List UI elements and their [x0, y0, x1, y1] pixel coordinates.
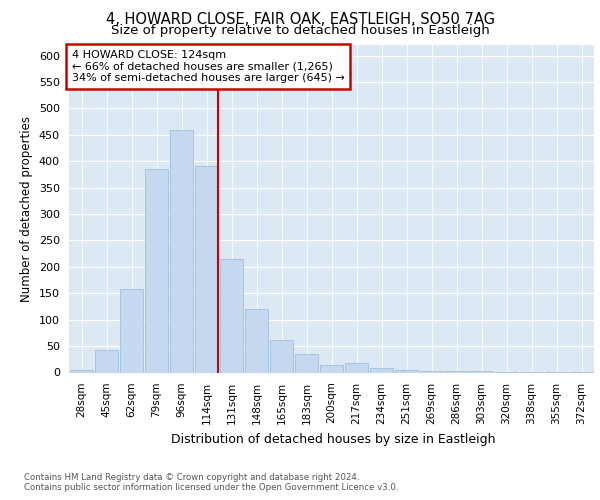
Text: Distribution of detached houses by size in Eastleigh: Distribution of detached houses by size …	[171, 432, 495, 446]
Bar	[70, 370, 93, 372]
Text: 4, HOWARD CLOSE, FAIR OAK, EASTLEIGH, SO50 7AG: 4, HOWARD CLOSE, FAIR OAK, EASTLEIGH, SO…	[106, 12, 494, 28]
Bar	[320, 364, 343, 372]
Bar	[120, 289, 143, 372]
Bar	[195, 166, 218, 372]
Text: Contains public sector information licensed under the Open Government Licence v3: Contains public sector information licen…	[24, 484, 398, 492]
Bar	[220, 259, 243, 372]
Bar	[370, 368, 393, 372]
Text: 4 HOWARD CLOSE: 124sqm
← 66% of detached houses are smaller (1,265)
34% of semi-: 4 HOWARD CLOSE: 124sqm ← 66% of detached…	[71, 50, 344, 83]
Bar	[270, 340, 293, 372]
Y-axis label: Number of detached properties: Number of detached properties	[20, 116, 33, 302]
Bar	[245, 309, 268, 372]
Bar	[95, 350, 118, 372]
Bar	[420, 371, 443, 372]
Text: Contains HM Land Registry data © Crown copyright and database right 2024.: Contains HM Land Registry data © Crown c…	[24, 472, 359, 482]
Text: Size of property relative to detached houses in Eastleigh: Size of property relative to detached ho…	[110, 24, 490, 37]
Bar	[170, 130, 193, 372]
Bar	[345, 363, 368, 372]
Bar	[295, 354, 318, 372]
Bar	[395, 370, 418, 372]
Bar	[145, 169, 168, 372]
